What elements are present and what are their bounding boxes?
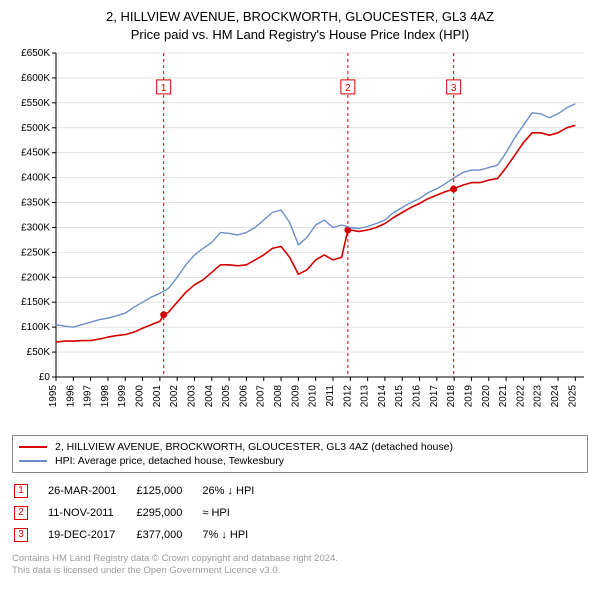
sale-price: £295,000 (136, 503, 200, 523)
sale-date: 19-DEC-2017 (48, 525, 134, 545)
sale-price: £377,000 (136, 525, 200, 545)
sale-marker-icon: 2 (14, 506, 28, 520)
svg-text:£600K: £600K (21, 73, 50, 84)
sale-marker-icon: 3 (14, 528, 28, 542)
svg-text:2004: 2004 (204, 385, 215, 408)
sale-price: £125,000 (136, 481, 200, 501)
svg-text:1998: 1998 (100, 385, 111, 408)
svg-text:1995: 1995 (48, 385, 59, 408)
svg-text:£550K: £550K (21, 98, 50, 109)
legend-label: 2, HILLVIEW AVENUE, BROCKWORTH, GLOUCEST… (55, 441, 453, 453)
svg-text:2012: 2012 (342, 385, 353, 408)
attribution-line: Contains HM Land Registry data © Crown c… (12, 553, 588, 565)
svg-text:£300K: £300K (21, 223, 50, 234)
attribution-line: This data is licensed under the Open Gov… (12, 565, 588, 577)
svg-text:1997: 1997 (83, 385, 94, 408)
svg-text:2025: 2025 (567, 385, 578, 408)
svg-text:£650K: £650K (21, 48, 50, 59)
svg-text:£50K: £50K (27, 347, 51, 358)
table-row: 2 11-NOV-2011 £295,000 ≈ HPI (14, 503, 272, 523)
sale-delta: ≈ HPI (202, 503, 272, 523)
svg-text:2005: 2005 (221, 385, 232, 408)
svg-text:2000: 2000 (135, 385, 146, 408)
svg-text:2021: 2021 (498, 385, 509, 408)
legend-swatch (19, 460, 47, 462)
svg-text:£0: £0 (39, 372, 51, 383)
chart-svg: £0 £50K £100K £150K £200K £250K £300K £350K £400… (10, 47, 590, 427)
svg-text:2016: 2016 (412, 385, 423, 408)
legend-swatch (19, 446, 47, 448)
svg-text:£450K: £450K (21, 148, 50, 159)
svg-text:£500K: £500K (21, 123, 50, 134)
svg-text:2011: 2011 (325, 385, 336, 407)
chart-container: 2, HILLVIEW AVENUE, BROCKWORTH, GLOUCEST… (0, 0, 600, 584)
svg-text:1999: 1999 (117, 385, 128, 408)
svg-text:1996: 1996 (65, 385, 76, 408)
legend-label: HPI: Average price, detached house, Tewk… (55, 455, 284, 467)
svg-text:2015: 2015 (394, 385, 405, 408)
svg-text:1: 1 (161, 83, 167, 94)
svg-text:2014: 2014 (377, 385, 388, 408)
svg-text:2022: 2022 (515, 385, 526, 408)
svg-text:2007: 2007 (256, 385, 267, 408)
svg-text:2018: 2018 (446, 385, 457, 408)
svg-text:£150K: £150K (21, 297, 50, 308)
svg-text:2017: 2017 (429, 385, 440, 408)
svg-text:2019: 2019 (463, 385, 474, 408)
table-row: 3 19-DEC-2017 £377,000 7% ↓ HPI (14, 525, 272, 545)
table-row: 1 26-MAR-2001 £125,000 26% ↓ HPI (14, 481, 272, 501)
svg-text:2024: 2024 (550, 385, 561, 408)
sale-date: 11-NOV-2011 (48, 503, 134, 523)
svg-text:2006: 2006 (238, 385, 249, 408)
legend: 2, HILLVIEW AVENUE, BROCKWORTH, GLOUCEST… (12, 435, 588, 473)
svg-text:£400K: £400K (21, 173, 50, 184)
svg-text:£350K: £350K (21, 198, 50, 209)
svg-text:£250K: £250K (21, 247, 50, 258)
sales-table: 1 26-MAR-2001 £125,000 26% ↓ HPI 2 11-NO… (12, 479, 274, 547)
svg-text:2010: 2010 (308, 385, 319, 408)
svg-text:2: 2 (345, 83, 351, 94)
svg-text:£200K: £200K (21, 272, 50, 283)
sale-date: 26-MAR-2001 (48, 481, 134, 501)
attribution: Contains HM Land Registry data © Crown c… (12, 553, 588, 578)
title-block: 2, HILLVIEW AVENUE, BROCKWORTH, GLOUCEST… (10, 8, 590, 43)
legend-item: HPI: Average price, detached house, Tewk… (19, 454, 581, 468)
svg-text:2002: 2002 (169, 385, 180, 408)
svg-text:£100K: £100K (21, 322, 50, 333)
svg-text:2008: 2008 (273, 385, 284, 408)
svg-text:2020: 2020 (481, 385, 492, 408)
sale-delta: 7% ↓ HPI (202, 525, 272, 545)
svg-text:3: 3 (451, 83, 457, 94)
svg-text:2003: 2003 (186, 385, 197, 408)
sale-delta: 26% ↓ HPI (202, 481, 272, 501)
title-address: 2, HILLVIEW AVENUE, BROCKWORTH, GLOUCEST… (10, 8, 590, 26)
svg-text:2023: 2023 (533, 385, 544, 408)
svg-text:2013: 2013 (360, 385, 371, 408)
chart: £0 £50K £100K £150K £200K £250K £300K £350K £400… (10, 47, 590, 427)
title-subtitle: Price paid vs. HM Land Registry's House … (10, 26, 590, 44)
legend-item: 2, HILLVIEW AVENUE, BROCKWORTH, GLOUCEST… (19, 440, 581, 454)
sale-marker-icon: 1 (14, 484, 28, 498)
svg-text:2009: 2009 (290, 385, 301, 408)
svg-text:2001: 2001 (152, 385, 163, 408)
